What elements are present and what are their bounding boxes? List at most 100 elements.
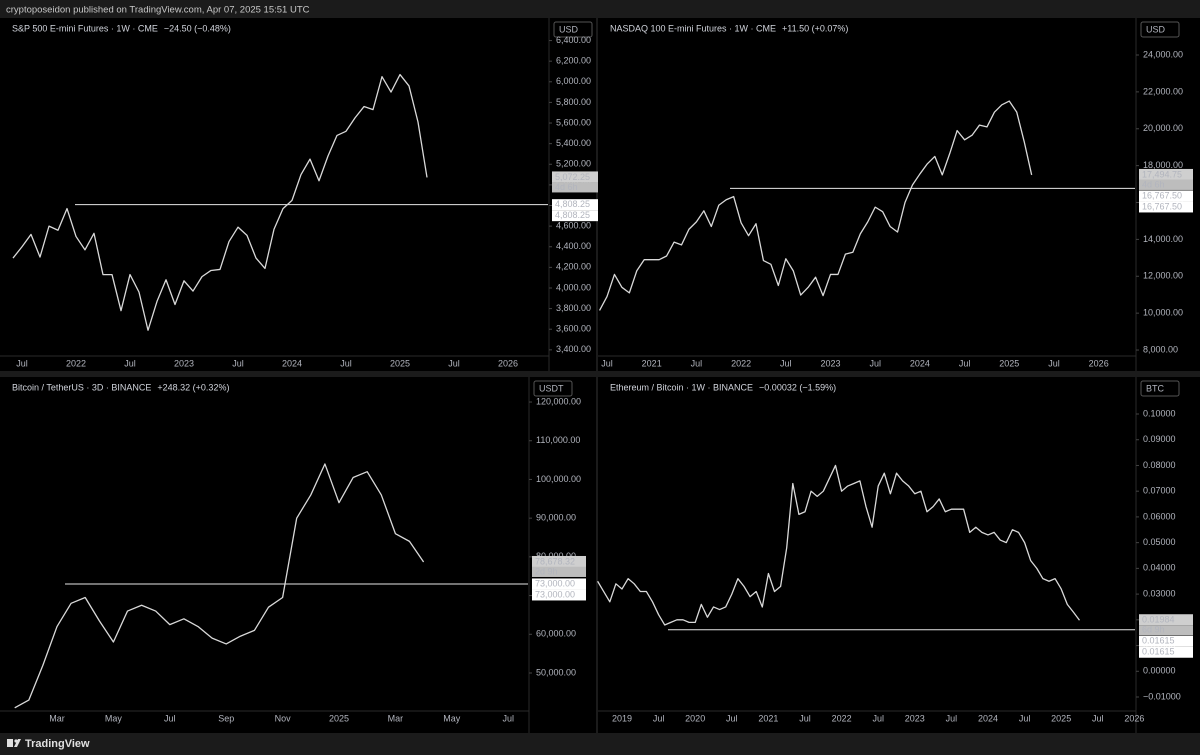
x-tick-label: 2025: [999, 358, 1019, 368]
y-tick-label: −0.01000: [1143, 691, 1181, 701]
x-tick-label: Jul: [124, 358, 136, 368]
x-tick-label: 2026: [1124, 713, 1144, 723]
x-tick-label: Jul: [726, 713, 738, 723]
y-tick-label: 5,200.00: [556, 159, 591, 169]
x-tick-label: May: [105, 713, 123, 723]
y-tick-label: 4,200.00: [556, 262, 591, 272]
x-tick-label: Jul: [959, 358, 971, 368]
chart-title: Bitcoin / TetherUS · 3D · BINANCE: [12, 382, 151, 392]
price-line: [597, 464, 1081, 626]
chart-title: NASDAQ 100 E-mini Futures · 1W · CME: [610, 23, 776, 33]
countdown-label: 4d 6h: [555, 182, 578, 192]
x-tick-label: 2024: [910, 358, 930, 368]
x-tick-label: Jul: [869, 358, 881, 368]
level-price-label: 0.01615: [1142, 647, 1175, 657]
x-tick-label: Jul: [1092, 713, 1104, 723]
y-tick-label: 22,000.00: [1143, 86, 1183, 96]
last-price-label: 5,072.25: [555, 172, 590, 182]
price-change: +248.32 (+0.32%): [157, 382, 229, 392]
y-tick-label: 3,800.00: [556, 303, 591, 313]
countdown-label: 2d 9h: [535, 566, 558, 576]
y-tick-label: 0.07000: [1143, 486, 1176, 496]
y-tick-label: 5,600.00: [556, 117, 591, 127]
y-tick-label: 100,000.00: [536, 474, 581, 484]
last-price-label: 78,678.32: [535, 556, 575, 566]
pane-background: [598, 377, 1200, 733]
level-price-box: [1139, 190, 1193, 202]
x-tick-label: Jul: [872, 713, 884, 723]
y-tick-label: 0.03000: [1143, 588, 1176, 598]
level-price-box: [1139, 201, 1193, 213]
x-tick-label: Jul: [232, 358, 244, 368]
currency-box: [1140, 21, 1180, 38]
countdown-box: [1139, 179, 1193, 190]
pane-background: [0, 18, 596, 371]
y-tick-label: 3,600.00: [556, 324, 591, 334]
price-line: [14, 463, 425, 709]
x-tick-label: Nov: [275, 713, 292, 723]
x-tick-label: 2026: [498, 358, 518, 368]
level-price-label: 73,000.00: [535, 589, 575, 599]
level-price-label: 4,808.25: [555, 210, 590, 220]
y-tick-label: 24,000.00: [1143, 49, 1183, 59]
chart-pane: S&P 500 E-mini Futures · 1W · CME −24.50 …: [0, 18, 606, 371]
x-tick-label: 2025: [390, 358, 410, 368]
level-price-label: 73,000.00: [535, 578, 575, 588]
x-tick-label: 2020: [685, 713, 705, 723]
currency-label: BTC: [1146, 383, 1165, 393]
countdown-box: [552, 182, 606, 193]
y-tick-label: 4,600.00: [556, 221, 591, 231]
chart-pane: Ethereum / Bitcoin · 1W · BINANCE −0.0003…: [597, 377, 1200, 733]
x-tick-label: 2023: [820, 358, 840, 368]
currency-box: [533, 380, 573, 397]
y-tick-label: 12,000.00: [1143, 271, 1183, 281]
price-change: −24.50 (−0.48%): [164, 23, 231, 33]
x-tick-label: 2023: [174, 358, 194, 368]
x-tick-label: 2023: [905, 713, 925, 723]
x-tick-label: 2021: [642, 358, 662, 368]
x-tick-label: Jul: [601, 358, 613, 368]
last-price-box: [1139, 614, 1193, 626]
chart-pane: Bitcoin / TetherUS · 3D · BINANCE +248.32…: [0, 377, 596, 733]
x-tick-label: Jul: [946, 713, 958, 723]
x-tick-label: Jul: [653, 713, 665, 723]
y-tick-label: 6,200.00: [556, 56, 591, 66]
y-tick-label: 0.10000: [1143, 408, 1176, 418]
y-tick-label: 6,400.00: [556, 35, 591, 45]
level-price-box: [1139, 635, 1193, 647]
x-tick-label: Jul: [780, 358, 792, 368]
last-price-label: 0.01984: [1142, 615, 1175, 625]
y-tick-label: 90,000.00: [536, 513, 576, 523]
x-tick-label: 2024: [282, 358, 302, 368]
level-price-box: [532, 589, 586, 601]
x-tick-label: Mar: [49, 713, 65, 723]
level-price-box: [552, 210, 606, 222]
countdown-label: 6d 9h: [1142, 625, 1165, 635]
x-tick-label: Jul: [164, 713, 176, 723]
price-line: [598, 100, 1033, 311]
y-tick-label: 0.08000: [1143, 460, 1176, 470]
x-tick-label: 2026: [1089, 358, 1109, 368]
x-tick-label: 2022: [66, 358, 86, 368]
y-tick-label: 18,000.00: [1143, 160, 1183, 170]
y-tick-label: 110,000.00: [536, 435, 580, 445]
level-price-label: 0.01615: [1142, 636, 1175, 646]
x-tick-label: Jul: [340, 358, 352, 368]
last-price-box: [1139, 168, 1193, 180]
y-tick-label: 0.06000: [1143, 511, 1176, 521]
x-tick-label: 2019: [612, 713, 632, 723]
footer-brand: TradingView: [25, 738, 90, 750]
y-tick-label: 0.00000: [1143, 666, 1176, 676]
x-tick-label: 2024: [978, 713, 998, 723]
y-tick-label: 0.05000: [1143, 537, 1176, 547]
price-change: −0.00032 (−1.59%): [759, 382, 836, 392]
y-tick-label: 4,000.00: [556, 282, 591, 292]
y-tick-label: 5,800.00: [556, 97, 591, 107]
x-tick-label: Mar: [388, 713, 404, 723]
price-change: +11.50 (+0.07%): [782, 23, 848, 33]
currency-box: [1140, 380, 1180, 397]
level-price-label: 4,808.25: [555, 199, 590, 209]
level-price-box: [1139, 646, 1193, 658]
x-tick-label: 2025: [1051, 713, 1071, 723]
y-tick-label: 10,000.00: [1143, 308, 1183, 318]
